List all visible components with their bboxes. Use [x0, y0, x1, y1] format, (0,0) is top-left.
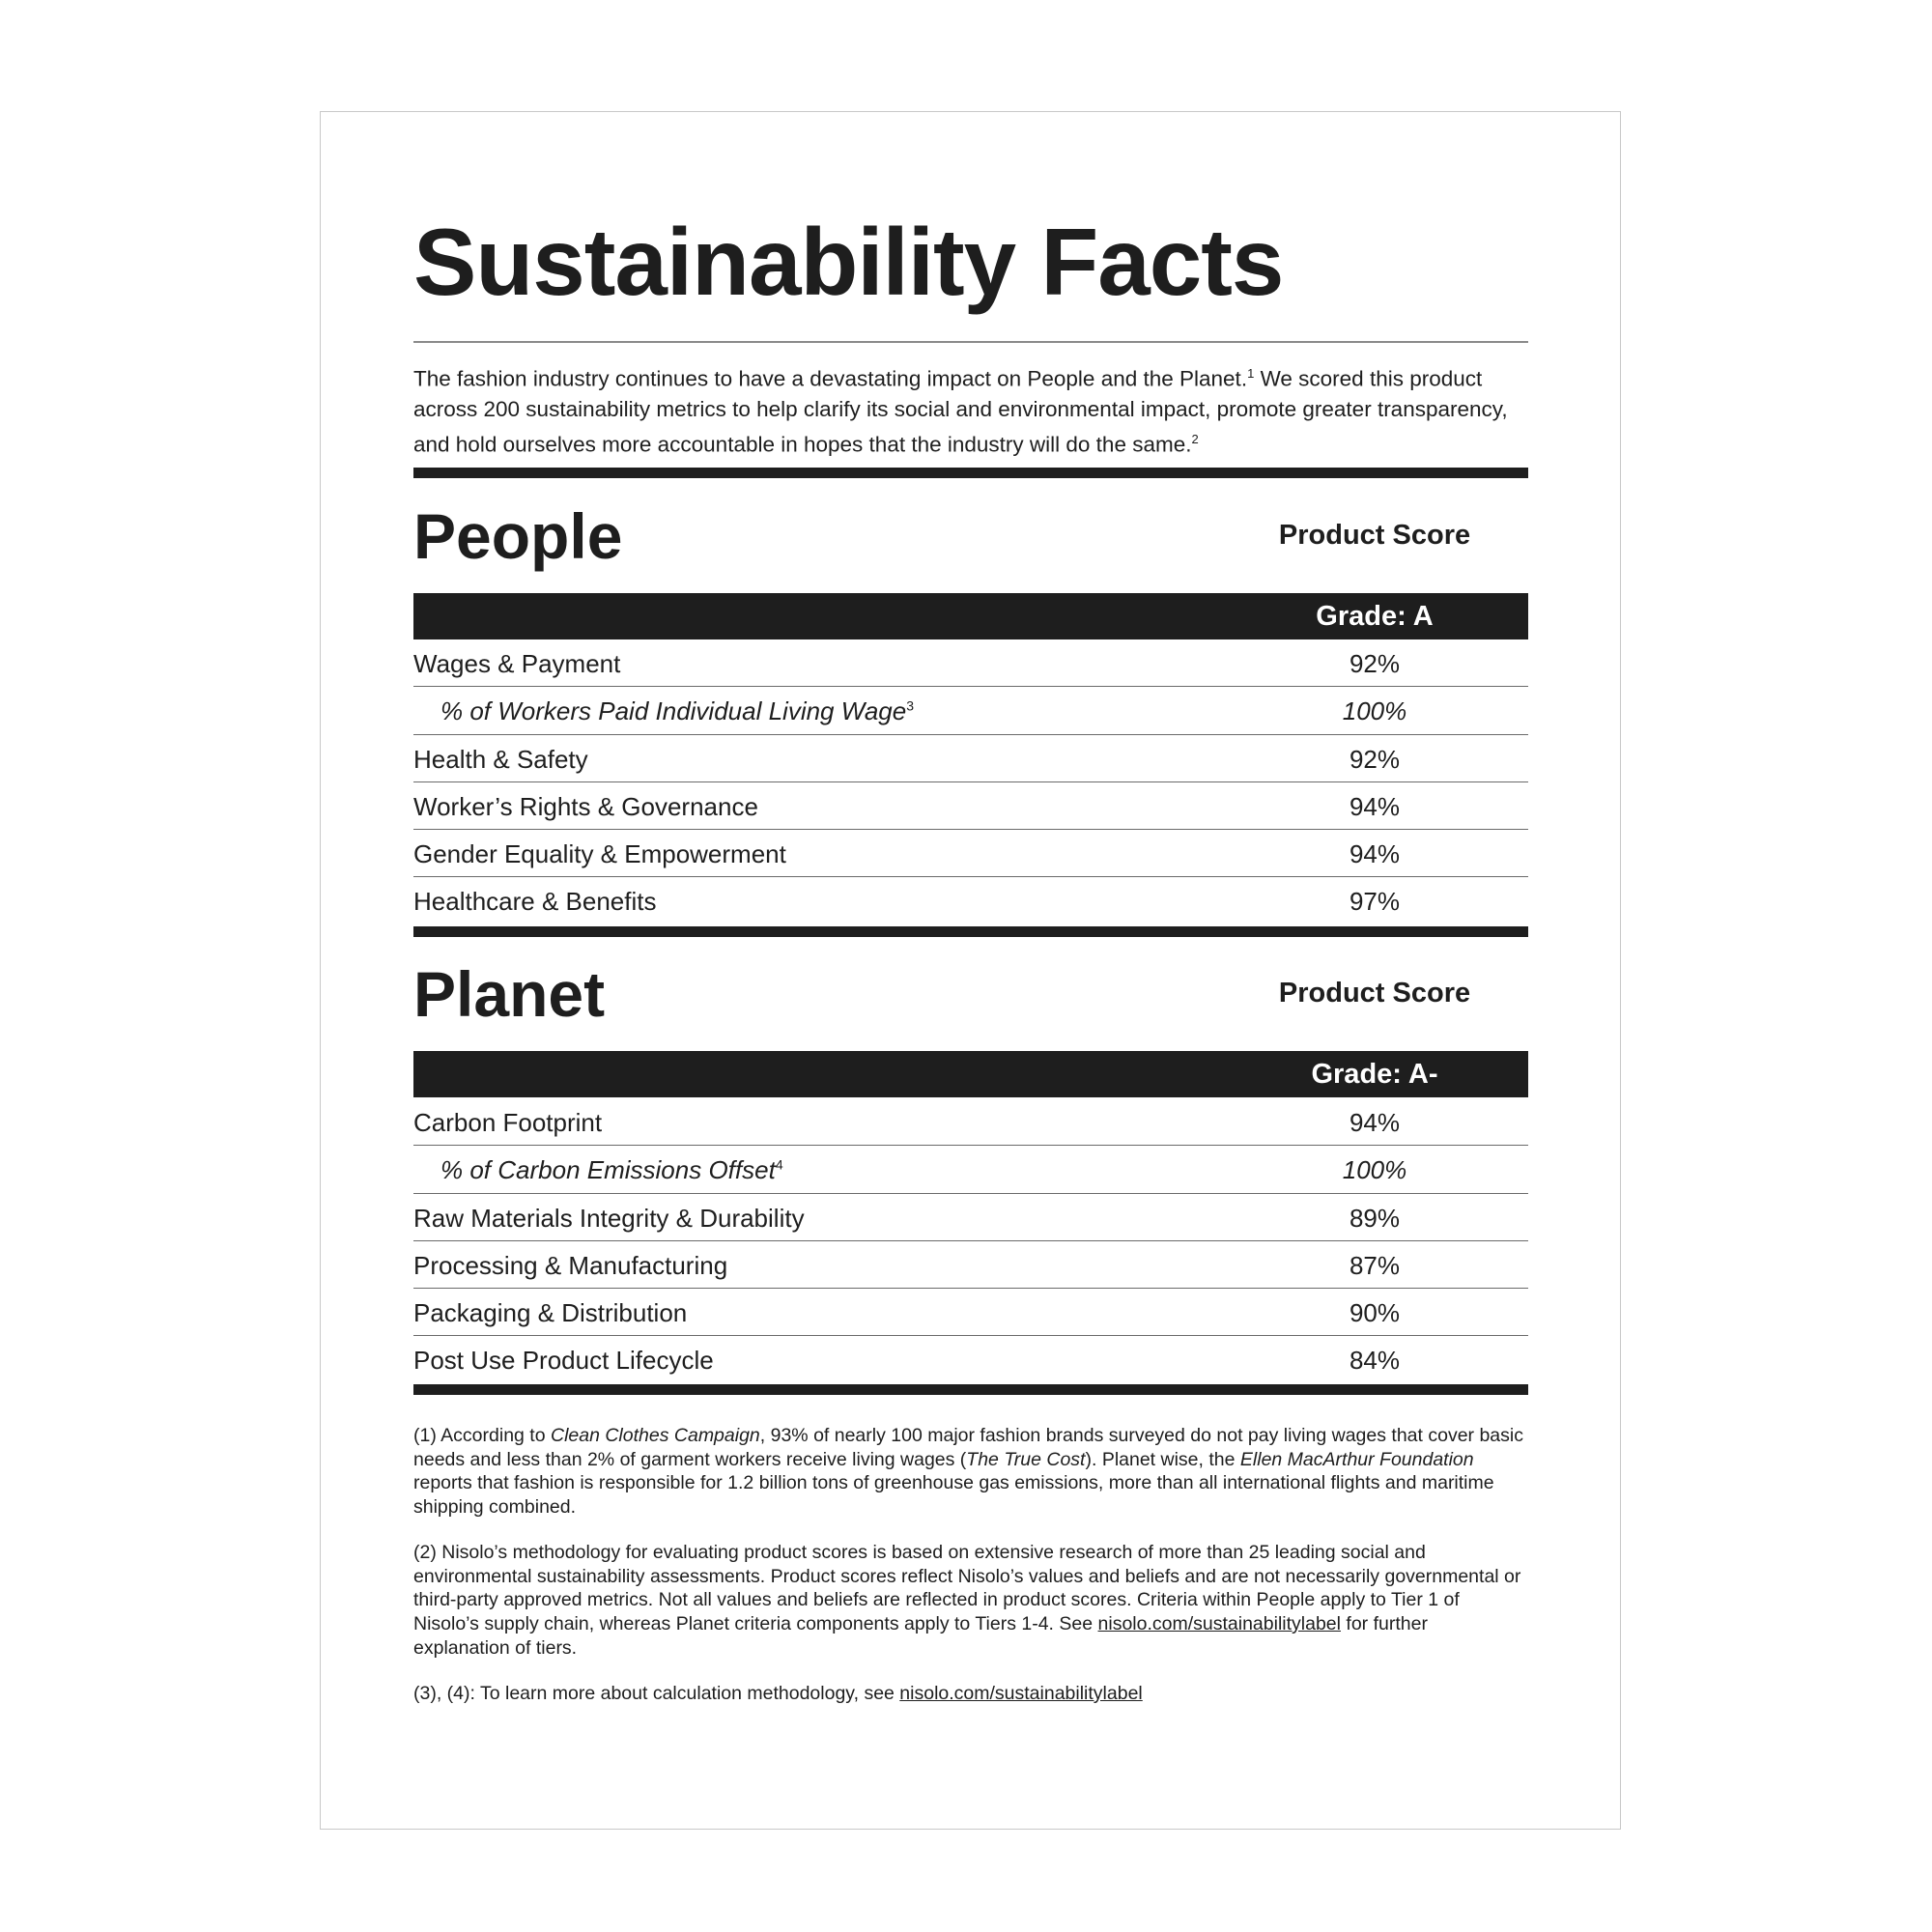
- page-title: Sustainability Facts: [413, 209, 1284, 315]
- people-product-score-label: Product Score: [1278, 520, 1471, 551]
- footnote-3: (3), (4): To learn more about calculatio…: [413, 1683, 1143, 1704]
- planet-heading: Planet: [413, 958, 606, 1030]
- footnote-ref: 1: [1247, 366, 1255, 381]
- row-label: % of Carbon Emissions Offset4: [440, 1155, 783, 1185]
- people-heading: People: [413, 500, 623, 572]
- planet-grade-bar: Grade: A-: [413, 1051, 1528, 1097]
- row-label: Worker’s Rights & Governance: [413, 791, 758, 821]
- table-row: Processing & Manufacturing 87%: [413, 1241, 1528, 1290]
- row-score: 90%: [1349, 1298, 1401, 1328]
- section-divider: [413, 468, 1528, 478]
- table-row: Wages & Payment 92%: [413, 639, 1528, 688]
- row-score: 92%: [1349, 649, 1401, 678]
- table-row: Post Use Product Lifecycle 84%: [413, 1336, 1528, 1383]
- planet-product-score-label: Product Score: [1278, 978, 1471, 1009]
- table-row: % of Carbon Emissions Offset4 100%: [413, 1146, 1528, 1194]
- row-score: 100%: [1342, 696, 1407, 726]
- table-row: % of Workers Paid Individual Living Wage…: [413, 687, 1528, 735]
- planet-table: Carbon Footprint 94% % of Carbon Emissions…: [413, 1098, 1528, 1384]
- people-grade-bar: Grade: A: [413, 593, 1528, 639]
- row-score: 97%: [1349, 887, 1401, 917]
- row-label: % of Workers Paid Individual Living Wage…: [440, 696, 914, 726]
- row-score: 92%: [1349, 744, 1401, 774]
- people-table: Wages & Payment 92% % of Workers Paid Indi…: [413, 639, 1528, 925]
- people-grade: Grade: A: [1316, 601, 1434, 632]
- row-score: 84%: [1349, 1346, 1401, 1376]
- table-row: Healthcare & Benefits 97%: [413, 877, 1528, 924]
- divider: [413, 341, 1528, 343]
- section-divider: [413, 926, 1528, 937]
- section-divider: [413, 1384, 1528, 1395]
- intro-text: The fashion industry continues to have a…: [413, 366, 1248, 391]
- row-score: 94%: [1349, 839, 1401, 869]
- footnote-ref: 3: [906, 697, 914, 714]
- row-label: Healthcare & Benefits: [413, 887, 657, 917]
- table-row: Raw Materials Integrity & Durability 89%: [413, 1194, 1528, 1241]
- row-label: Gender Equality & Empowerment: [413, 839, 786, 869]
- table-row: Packaging & Distribution 90%: [413, 1289, 1528, 1337]
- intro-paragraph: The fashion industry continues to have a…: [413, 358, 1528, 459]
- table-row: Worker’s Rights & Governance 94%: [413, 782, 1528, 831]
- row-label: Health & Safety: [413, 744, 588, 774]
- intro-text: We scored this product across 200 sustai…: [413, 366, 1508, 457]
- row-label: Processing & Manufacturing: [413, 1250, 728, 1280]
- footnote-ref: 4: [775, 1156, 783, 1173]
- row-score: 100%: [1342, 1155, 1407, 1185]
- footnote-ref: 2: [1191, 431, 1199, 446]
- label-sheet: [320, 111, 1621, 1830]
- footnote-1: (1) According to Clean Clothes Campaign,…: [413, 1425, 1523, 1519]
- row-label: Packaging & Distribution: [413, 1298, 688, 1328]
- table-row: Health & Safety 92%: [413, 735, 1528, 782]
- row-label: Post Use Product Lifecycle: [413, 1346, 714, 1376]
- sustainability-label-link[interactable]: nisolo.com/sustainabilitylabel: [899, 1683, 1143, 1704]
- row-score: 94%: [1349, 791, 1401, 821]
- row-score: 89%: [1349, 1203, 1401, 1233]
- row-label: Carbon Footprint: [413, 1108, 603, 1137]
- table-row: Gender Equality & Empowerment 94%: [413, 830, 1528, 878]
- row-label: Raw Materials Integrity & Durability: [413, 1203, 805, 1233]
- sustainability-label-link[interactable]: nisolo.com/sustainabilitylabel: [1097, 1613, 1341, 1635]
- row-score: 87%: [1349, 1250, 1401, 1280]
- footnote-2: (2) Nisolo’s methodology for evaluating …: [413, 1542, 1521, 1659]
- row-score: 94%: [1349, 1108, 1401, 1137]
- table-row: Carbon Footprint 94%: [413, 1098, 1528, 1147]
- planet-grade: Grade: A-: [1311, 1059, 1438, 1090]
- row-label: Wages & Payment: [413, 649, 621, 678]
